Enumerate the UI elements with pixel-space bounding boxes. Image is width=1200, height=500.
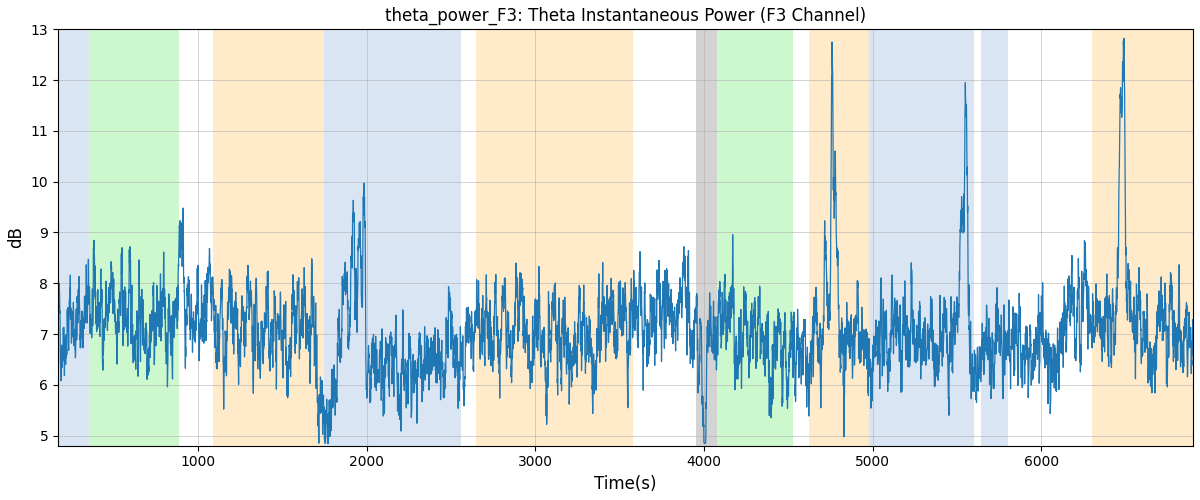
Bar: [809, 30, 869, 446]
Bar: [696, 30, 716, 446]
Bar: [214, 30, 324, 446]
Bar: [716, 30, 793, 446]
Bar: [476, 30, 634, 446]
Bar: [1092, 30, 1193, 446]
Bar: [980, 30, 1008, 446]
Bar: [324, 30, 461, 446]
X-axis label: Time(s): Time(s): [594, 475, 656, 493]
Y-axis label: dB: dB: [7, 226, 25, 248]
Bar: [58, 30, 89, 446]
Bar: [89, 30, 180, 446]
Title: theta_power_F3: Theta Instantaneous Power (F3 Channel): theta_power_F3: Theta Instantaneous Powe…: [385, 7, 866, 25]
Bar: [869, 30, 973, 446]
